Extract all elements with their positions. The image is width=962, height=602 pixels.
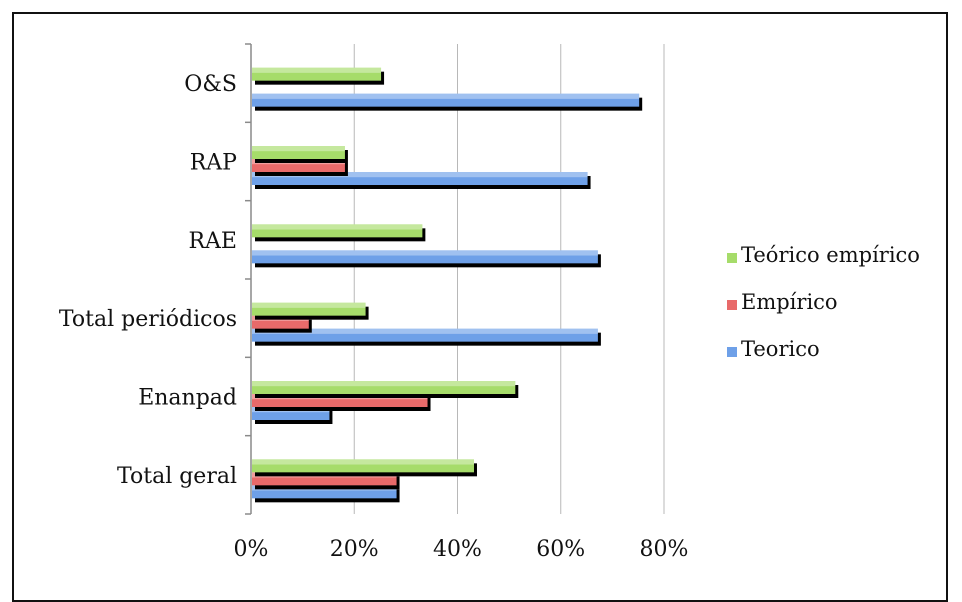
category-label: RAE (188, 229, 237, 254)
chart-frame: Total geral Enanpad Total periódicos RAE RAP… (12, 12, 948, 602)
bar-highlight-5-0 (252, 93, 640, 99)
category-label: Total geral (117, 464, 237, 489)
x-tick-label: 0% (234, 537, 269, 562)
bar-highlight-2-0 (252, 328, 598, 334)
bar-highlight-3-2 (252, 224, 423, 230)
bar-highlight-2-2 (252, 302, 366, 308)
legend-label: Empírico (741, 290, 838, 314)
bar-teorico-5 (252, 93, 640, 107)
x-tick-label: 80% (640, 537, 689, 562)
legend-label: Teórico empírico (741, 243, 920, 267)
category-label: RAP (190, 151, 237, 176)
bar-te-rico-emp-rico-5 (252, 67, 382, 81)
bar-te-rico-emp-rico-4 (252, 146, 345, 159)
category-label: Total periódicos (59, 307, 237, 332)
bar-chart: Total geral Enanpad Total periódicos RAE RAP… (59, 43, 920, 562)
bar-highlight-5-2 (252, 67, 382, 73)
bar-highlight-1-2 (252, 381, 516, 387)
bar-highlight-0-2 (252, 459, 474, 465)
bar-highlight-4-0 (252, 172, 588, 178)
x-tick-label: 20% (330, 537, 379, 562)
bar-te-rico-emp-rico-3 (252, 224, 423, 238)
legend-label: Teorico (741, 337, 820, 361)
category-label: O&S (184, 72, 237, 97)
legend-swatch-0 (727, 347, 737, 357)
bar-teorico-3 (252, 250, 598, 264)
bar-te-rico-emp-rico-0 (252, 459, 474, 473)
x-tick-label: 40% (433, 537, 482, 562)
bar-te-rico-emp-rico-1 (252, 381, 516, 394)
legend-swatch-1 (727, 300, 737, 310)
bar-te-rico-emp-rico-2 (252, 302, 366, 316)
legend-swatch-2 (727, 253, 737, 263)
bar-highlight-3-0 (252, 250, 598, 256)
bar-highlight-4-2 (252, 146, 345, 152)
x-tick-label: 60% (536, 537, 585, 562)
category-label: Enanpad (138, 386, 237, 411)
bar-teorico-2 (252, 328, 598, 342)
